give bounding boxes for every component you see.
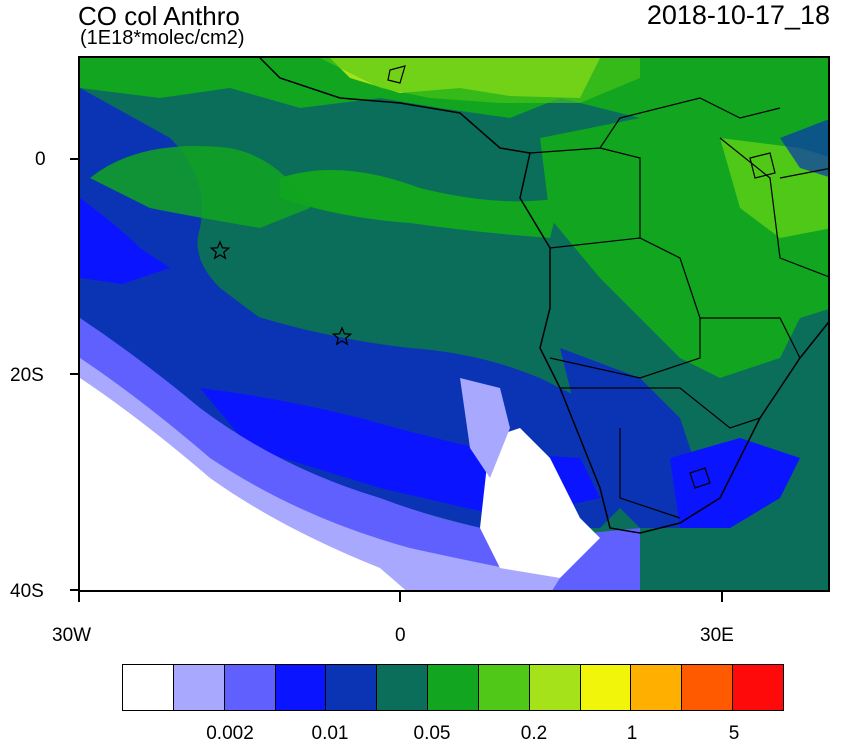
colorbar-swatch-10 (631, 665, 683, 710)
field-sahel-light (320, 58, 640, 103)
border-8 (779, 168, 828, 179)
lon-ticks (78, 592, 830, 602)
colorbar-swatch-3 (275, 665, 327, 710)
cbar-label-0.002: 0.002 (206, 723, 254, 744)
border-4 (700, 317, 801, 359)
co-column-map (80, 58, 828, 590)
lat-label-0: 0 (35, 149, 46, 170)
colorbar-swatch-11 (682, 665, 734, 710)
cbar-label-0.01: 0.01 (311, 723, 349, 744)
colorbar-swatch-2 (224, 665, 276, 710)
colorbar-swatch-5 (377, 665, 429, 710)
field-east-blue (780, 119, 828, 177)
colorbar (122, 664, 784, 711)
field-ocean-green-lobe (280, 170, 560, 238)
colorbar-swatch-9 (580, 665, 632, 710)
lesotho (689, 467, 711, 489)
colorbar-swatch-7 (478, 665, 530, 710)
field-lavender-plume (460, 378, 510, 478)
lat-label-20s: 20S (10, 365, 44, 386)
border-6 (619, 428, 681, 519)
cbar-label-5: 5 (728, 723, 740, 744)
cbar-label-0.2: 0.2 (520, 723, 548, 744)
lake-victoria (749, 152, 776, 179)
field-white (80, 378, 406, 590)
lake-chad (387, 65, 406, 84)
lon-label-0: 0 (395, 625, 406, 646)
lat-ticks (70, 56, 78, 592)
field-west-bright-blue (80, 198, 170, 298)
field-white-plume (480, 428, 600, 578)
cbar-label-0.05: 0.05 (413, 723, 451, 744)
field-green-tongue (90, 146, 310, 228)
map-title: CO col Anthro (78, 1, 240, 31)
colorbar-swatch-12 (733, 665, 783, 710)
colorbar-swatch-8 (529, 665, 581, 710)
lon-label-30e: 30E (700, 625, 734, 646)
star-marker-ascension (209, 240, 231, 260)
units-label: (1E18*molec/cm2) (80, 27, 245, 49)
star-marker-st-helena (331, 326, 353, 346)
field-sa-bright (670, 438, 800, 528)
map-panel (78, 56, 830, 592)
colorbar-swatch-6 (428, 665, 479, 710)
lon-label-30w: 30W (52, 625, 92, 646)
datetime-label: 2018-10-17_18 (646, 0, 830, 30)
border-5 (560, 387, 761, 429)
lat-label-40s: 40S (10, 581, 44, 602)
border-1 (529, 97, 781, 154)
border-7 (719, 137, 828, 278)
colorbar-swatch-4 (326, 665, 378, 710)
border-3 (599, 147, 641, 238)
cbar-label-1: 1 (626, 723, 638, 744)
colorbar-swatch-1 (173, 665, 225, 710)
colorbar-swatch-0 (123, 665, 174, 710)
